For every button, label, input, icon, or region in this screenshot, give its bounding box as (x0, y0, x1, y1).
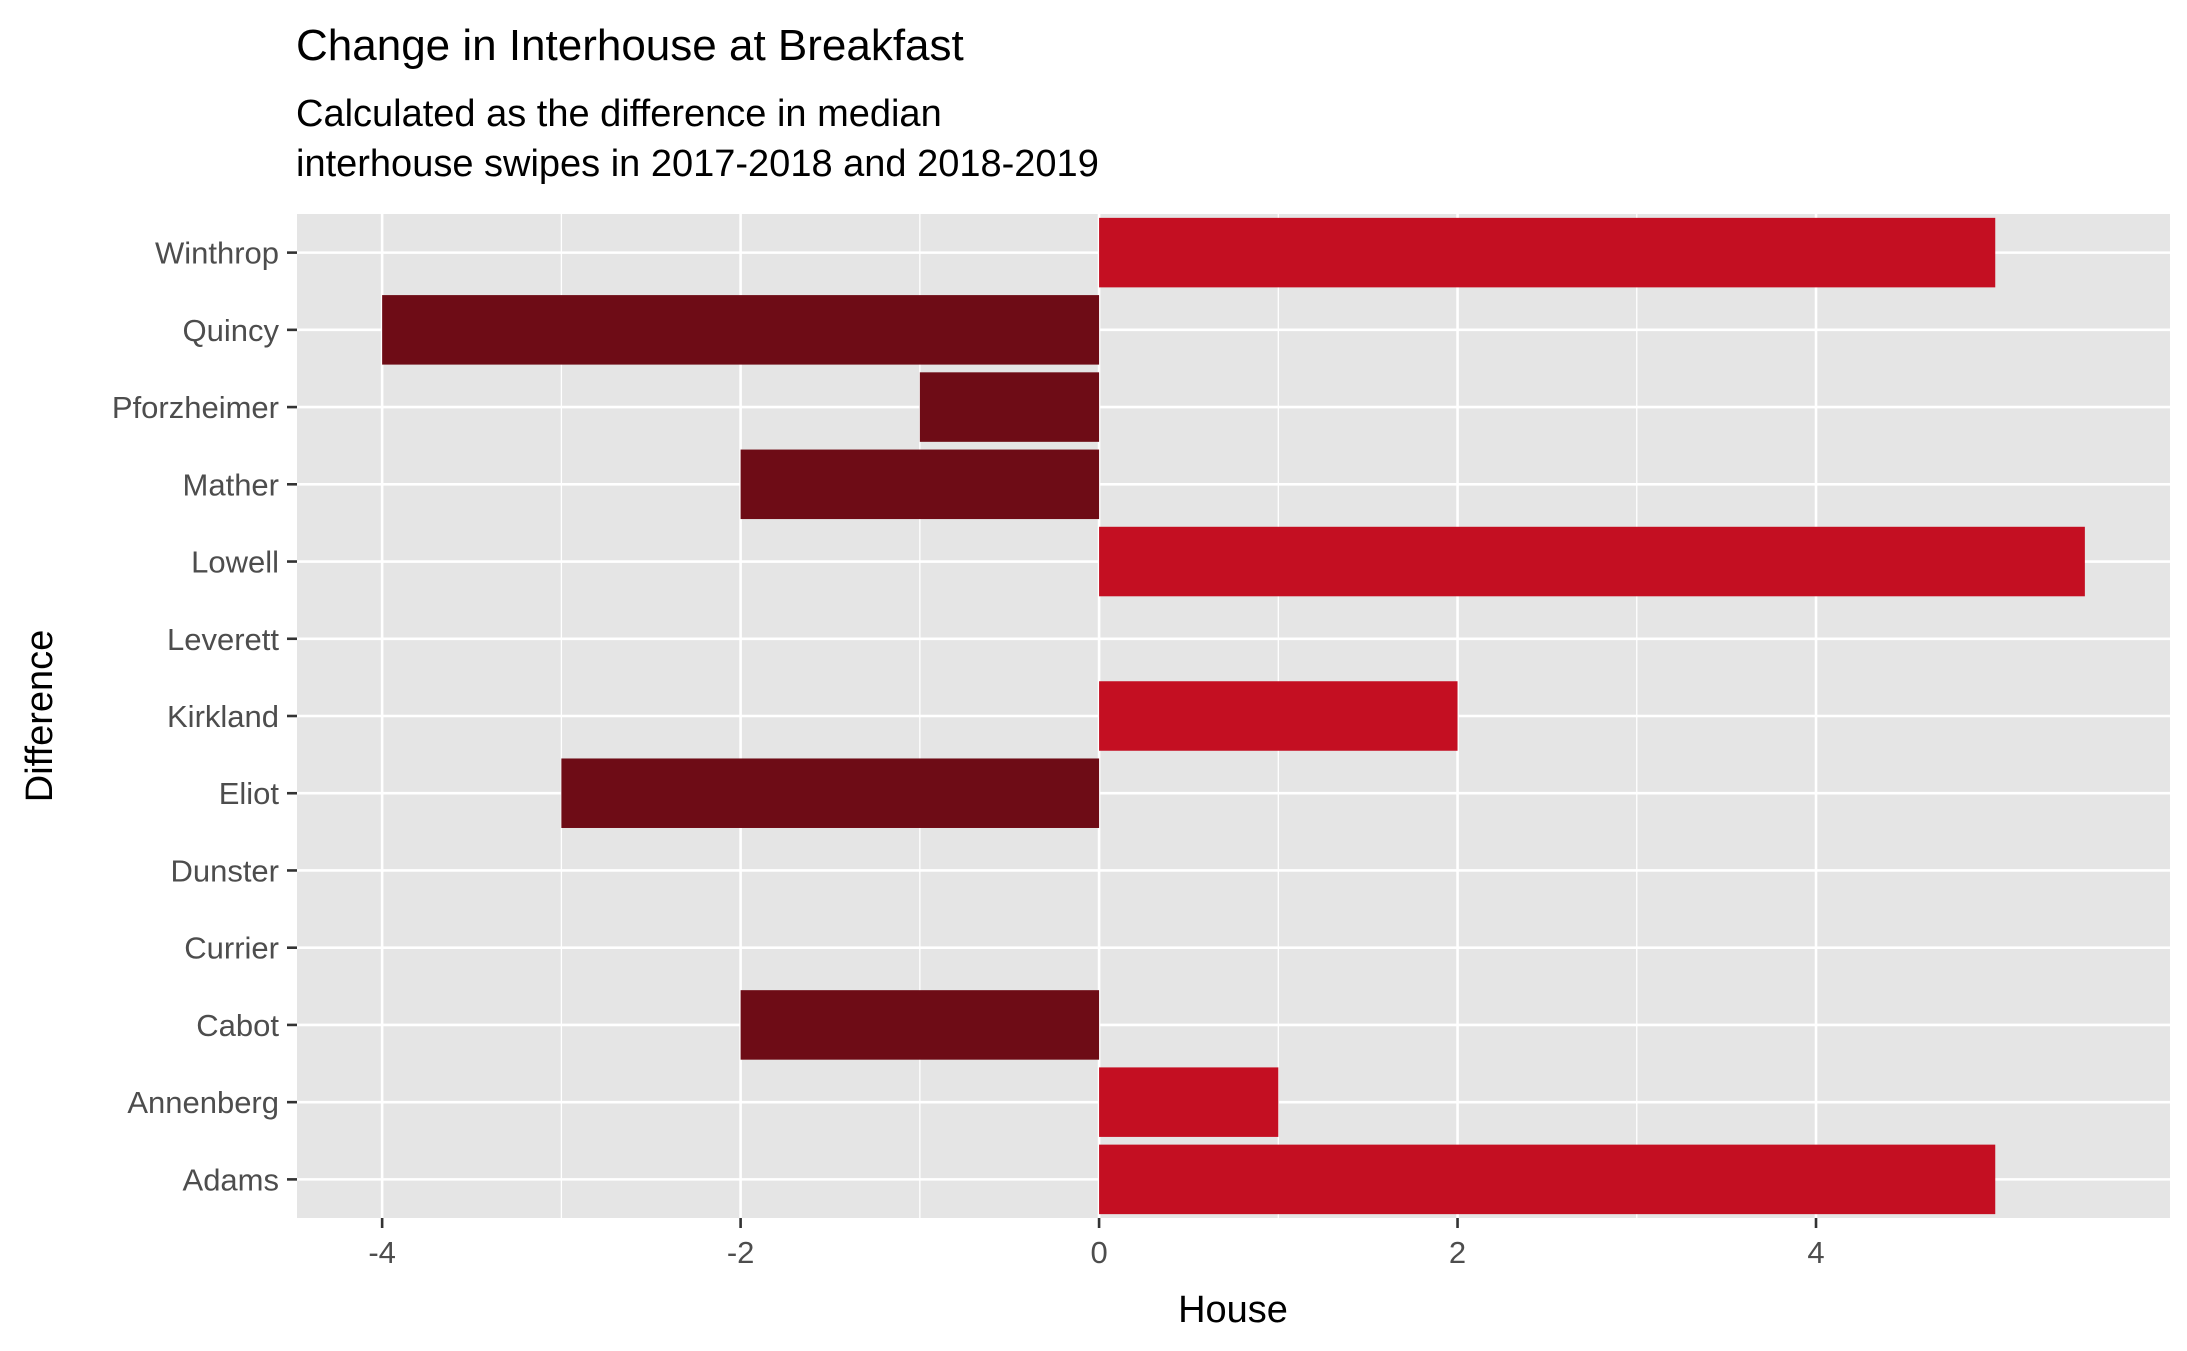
x-axis: -4 -2 0 2 4 (368, 1218, 1825, 1270)
y-axis-title: Difference (19, 630, 61, 803)
bar-lowell (1099, 526, 2085, 597)
x-tick-label: 4 (1807, 1235, 1824, 1270)
bar-annenberg (1099, 1067, 1279, 1137)
y-tick-label: Mather (183, 467, 279, 502)
y-tick-label: Quincy (183, 313, 280, 348)
y-tick-label: Lowell (191, 545, 279, 580)
x-tick-label: 2 (1449, 1235, 1466, 1270)
x-tick-label: -2 (727, 1235, 755, 1270)
bar-kirkland (1099, 681, 1458, 751)
chart-title: Change in Interhouse at Breakfast (296, 21, 964, 70)
y-tick-label: Kirkland (167, 699, 279, 734)
y-tick-label: Annenberg (127, 1085, 279, 1120)
bar-adams (1099, 1144, 1996, 1215)
chart-subtitle-line-2: interhouse swipes in 2017-2018 and 2018-… (296, 143, 1099, 185)
y-tick-label: Adams (183, 1162, 279, 1197)
bar-winthrop (1099, 217, 1996, 288)
bar-quincy (382, 295, 1100, 365)
bar-eliot (561, 758, 1100, 828)
y-tick-label: Leverett (167, 622, 279, 657)
bar-cabot (740, 990, 1100, 1060)
x-tick-label: 0 (1090, 1235, 1107, 1270)
y-tick-label: Eliot (219, 776, 280, 811)
y-tick-label: Dunster (170, 853, 279, 888)
y-tick-label: Cabot (196, 1008, 279, 1043)
bar-pforzheimer (919, 372, 1100, 442)
x-axis-title: House (1178, 1289, 1288, 1331)
y-tick-label: Pforzheimer (112, 390, 279, 425)
y-tick-label: Winthrop (155, 236, 279, 271)
chart-subtitle-line-1: Calculated as the difference in median (296, 93, 942, 135)
bar-mather (740, 449, 1100, 520)
x-tick-label: -4 (368, 1235, 396, 1270)
y-axis: Adams Annenberg Cabot Currier Dunster Eliot Ki… (112, 236, 297, 1197)
bars (382, 217, 2085, 1215)
y-tick-label: Currier (184, 931, 279, 966)
